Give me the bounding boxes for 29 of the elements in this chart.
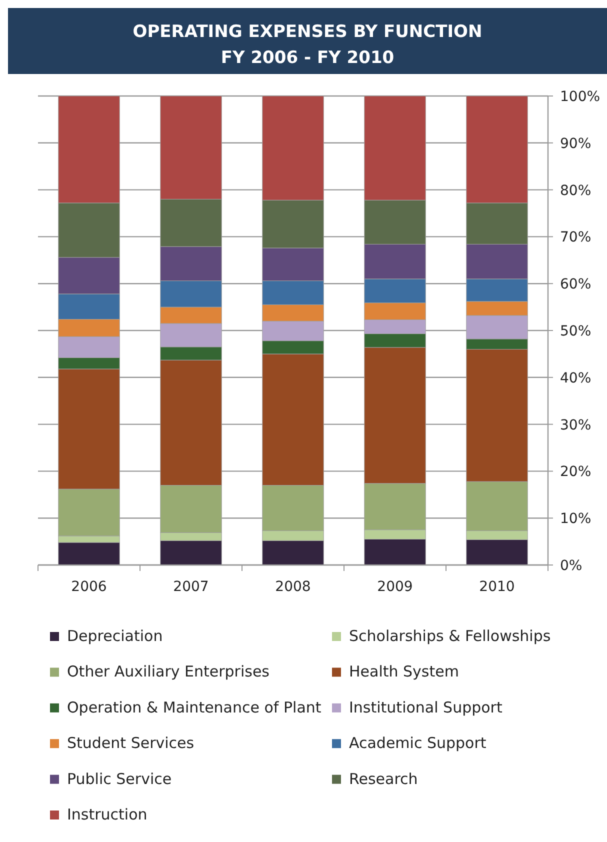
chart-title: OPERATING EXPENSES BY FUNCTION bbox=[132, 22, 482, 42]
x-tick-label: 2008 bbox=[275, 579, 311, 595]
x-tick-label: 2007 bbox=[173, 579, 209, 595]
y-tick-label: 80% bbox=[560, 182, 592, 199]
y-tick-label: 0% bbox=[560, 558, 582, 574]
y-tick-label: 60% bbox=[560, 276, 592, 293]
y-tick-label: 10% bbox=[560, 511, 592, 528]
y-tick-label: 20% bbox=[560, 464, 592, 480]
legend-label: Health System bbox=[349, 662, 459, 681]
legend-label: Student Services bbox=[67, 734, 194, 752]
legend-label: Operation & Maintenance of Plant bbox=[67, 698, 322, 716]
x-tick-label: 2006 bbox=[71, 579, 107, 595]
y-tick-label: 90% bbox=[560, 136, 592, 152]
legend-label: Institutional Support bbox=[349, 698, 502, 716]
chart-subtitle: FY 2006 - FY 2010 bbox=[220, 48, 394, 68]
y-tick-label: 50% bbox=[560, 324, 592, 340]
legend-label: Academic Support bbox=[349, 734, 486, 752]
legend-label: Scholarships & Fellowships bbox=[349, 627, 551, 645]
legend-label: Instruction bbox=[67, 806, 148, 824]
legend-label: Other Auxiliary Enterprises bbox=[67, 662, 270, 681]
legend-label: Public Service bbox=[67, 770, 172, 788]
y-tick-label: 30% bbox=[560, 417, 592, 434]
legend-label: Research bbox=[349, 770, 418, 788]
x-tick-label: 2009 bbox=[377, 579, 413, 595]
x-tick-label: 2010 bbox=[479, 579, 515, 595]
y-tick-label: 40% bbox=[560, 370, 592, 386]
y-tick-label: 70% bbox=[560, 230, 592, 246]
y-tick-label: 100% bbox=[560, 89, 600, 105]
legend-label: Depreciation bbox=[67, 627, 163, 645]
